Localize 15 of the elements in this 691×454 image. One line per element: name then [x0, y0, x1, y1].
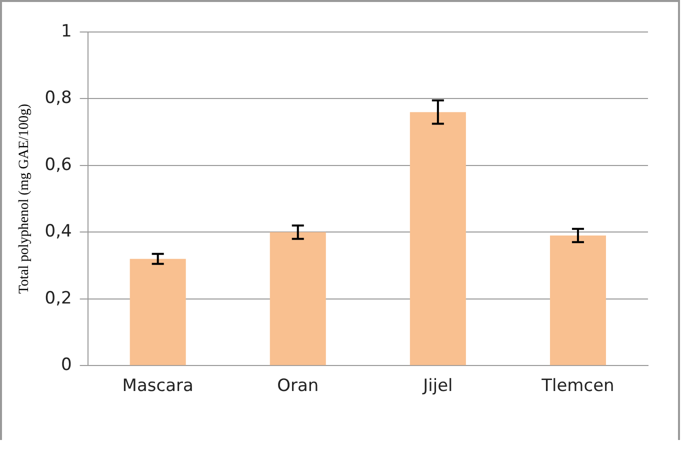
y-tick-label: 0,8 [44, 88, 72, 108]
bar [550, 235, 606, 366]
y-tick-label: 0,2 [44, 288, 72, 308]
x-tick-label: Oran [277, 376, 319, 396]
y-tick-label: 1 [61, 21, 72, 42]
x-tick-label: Mascara [122, 376, 194, 396]
y-tick-label: 0,4 [44, 222, 72, 242]
x-tick-label: Jijel [422, 376, 453, 396]
bar [270, 232, 326, 366]
y-tick-label: 0,6 [44, 154, 72, 175]
y-axis-title: Total polyphenol (mg GAE/100g) [17, 103, 32, 294]
y-tick-label: 0 [61, 355, 72, 376]
bar [130, 258, 186, 366]
x-tick-label: Tlemcen [540, 376, 614, 396]
bar [410, 112, 466, 366]
